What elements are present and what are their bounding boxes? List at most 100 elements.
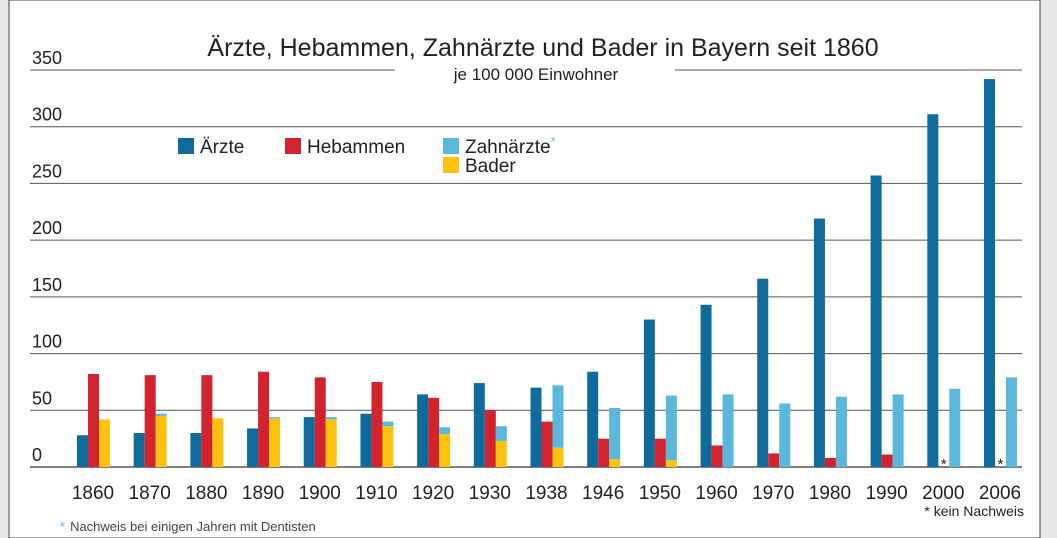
legend-label: Zahnärzte* <box>465 134 556 158</box>
bar <box>371 381 383 467</box>
bar <box>269 417 281 419</box>
legend-text: Bader <box>465 156 516 177</box>
x-tick-label: 1960 <box>695 483 737 504</box>
bar <box>77 435 88 467</box>
legend-label: Ärzte <box>200 137 244 158</box>
bar <box>870 175 882 467</box>
x-tick-label: 2000 <box>922 483 964 504</box>
bar <box>711 445 723 467</box>
bar <box>892 394 904 467</box>
legend-swatch <box>285 138 301 154</box>
missing-marker: * <box>941 456 947 473</box>
bar <box>598 438 610 467</box>
bar <box>325 417 337 420</box>
footnote-marker: * <box>60 519 65 534</box>
bar <box>665 395 677 461</box>
y-tick-label: 350 <box>32 48 62 68</box>
y-tick-label: 300 <box>32 105 62 125</box>
bar <box>495 426 507 441</box>
bar <box>417 394 429 467</box>
missing-marker: * <box>998 456 1004 473</box>
x-tick-label: 1970 <box>752 483 794 504</box>
y-tick-label: 200 <box>32 218 62 238</box>
footnote: * Nachweis bei einigen Jahren mit Dentist… <box>60 519 316 534</box>
bar <box>665 460 677 467</box>
y-tick-label: 100 <box>32 332 62 352</box>
x-tick-label: 1980 <box>809 483 851 504</box>
bar <box>1006 377 1017 467</box>
y-tick-label: 250 <box>32 161 62 181</box>
x-tick-label: 1910 <box>355 483 397 504</box>
bar <box>530 387 542 467</box>
bar <box>700 304 712 467</box>
bar <box>587 371 599 467</box>
x-tick-label: 1870 <box>129 483 171 504</box>
bar <box>155 415 167 467</box>
bar <box>258 371 270 467</box>
bar <box>484 410 496 467</box>
y-tick-label: 150 <box>32 275 62 295</box>
bar <box>190 432 202 467</box>
x-tick-label: 1900 <box>299 483 341 504</box>
x-tick-label: 2006 <box>979 483 1021 504</box>
bar <box>824 457 836 467</box>
legend-text: Hebammen <box>307 137 405 158</box>
bar <box>835 396 847 467</box>
bar <box>360 413 372 467</box>
bar <box>813 218 825 467</box>
bar <box>722 394 734 467</box>
bar <box>768 453 780 467</box>
x-tick-label: 1880 <box>185 483 227 504</box>
bar <box>269 418 281 467</box>
bar <box>643 319 655 467</box>
bar <box>155 413 167 416</box>
bar <box>984 79 995 468</box>
subtitle-bg <box>395 60 675 84</box>
bar <box>779 403 791 467</box>
bar <box>495 440 507 467</box>
legend-label: Bader <box>465 156 516 177</box>
bar <box>609 408 621 460</box>
x-tick-label: 1990 <box>865 483 907 504</box>
x-tick-label: 1860 <box>72 483 114 504</box>
panel <box>8 0 1041 538</box>
bar <box>439 434 451 467</box>
bar <box>439 427 451 435</box>
x-tick-label: 1930 <box>469 483 511 504</box>
bar <box>927 114 939 467</box>
y-tick-label: 50 <box>32 388 52 408</box>
bar <box>201 375 213 467</box>
y-tick-label: 0 <box>32 445 42 465</box>
subtitle: je 100 000 Einwohner <box>453 65 619 84</box>
bar <box>428 397 440 467</box>
x-tick-label: 1920 <box>412 483 454 504</box>
bar <box>325 419 337 467</box>
legend-text: Zahnärzte <box>465 137 551 158</box>
bar <box>552 447 564 467</box>
bar <box>881 454 893 467</box>
bar <box>133 432 145 467</box>
bar <box>949 388 961 467</box>
x-tick-label: 1950 <box>639 483 681 504</box>
bar <box>314 377 326 467</box>
footnote-text: Nachweis bei einigen Jahren mit Dentiste… <box>70 519 316 534</box>
bar <box>247 428 259 467</box>
legend-swatch <box>443 138 459 154</box>
chart-title: Ärzte, Hebammen, Zahnärzte und Bader in … <box>207 34 878 62</box>
bar <box>303 417 315 467</box>
bar <box>541 421 553 467</box>
legend-label: Hebammen <box>307 137 405 158</box>
bar <box>88 373 99 467</box>
legend-marker: * <box>551 134 556 149</box>
bar <box>99 419 110 467</box>
missing-note: * kein Nachweis <box>924 503 1024 519</box>
bar <box>552 385 564 448</box>
bar <box>609 459 621 467</box>
x-tick-label: 1938 <box>525 483 567 504</box>
bar <box>144 375 156 467</box>
legend-swatch <box>443 157 459 173</box>
bar <box>382 421 394 427</box>
bar <box>757 278 769 467</box>
x-tick-label: 1946 <box>582 483 624 504</box>
